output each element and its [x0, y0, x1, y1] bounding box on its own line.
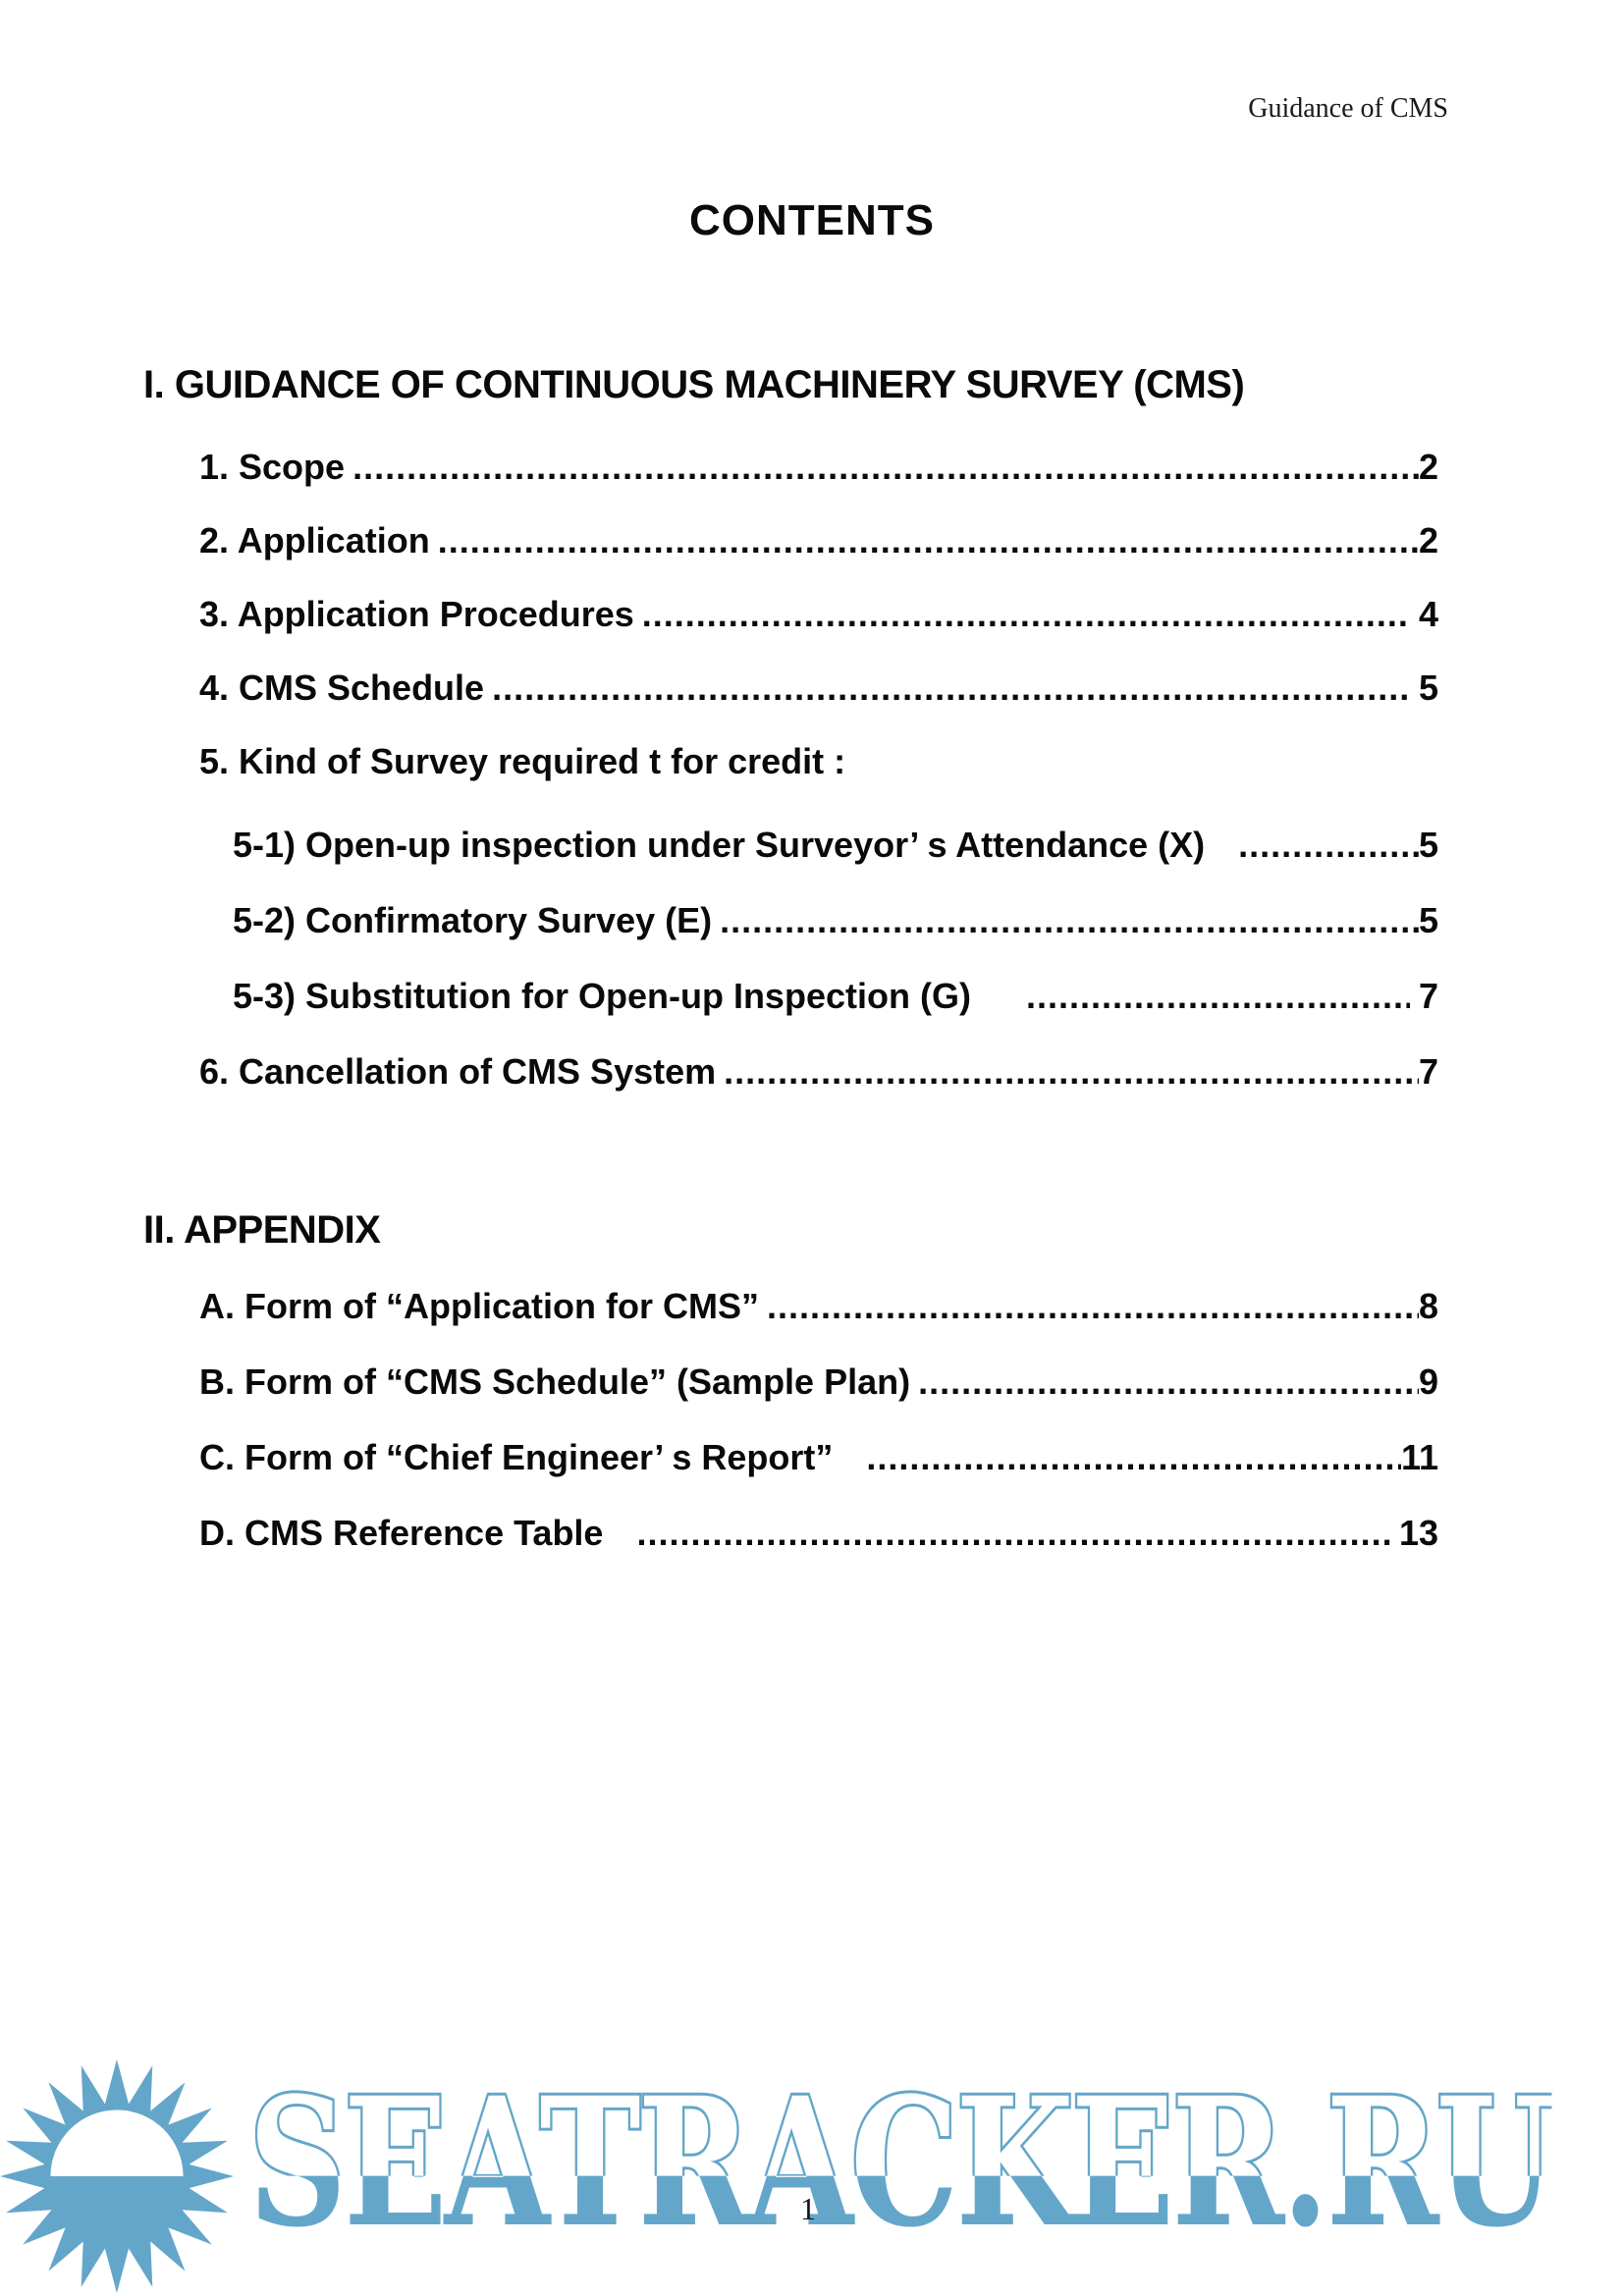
toc-row: B. Form of “CMS Schedule” (Sample Plan) … [199, 1362, 1438, 1403]
toc-label: 5. Kind of Survey required t for credit … [199, 741, 846, 781]
toc-page-ref: 7 [1418, 976, 1438, 1016]
toc-label: 5-3) Substitution for Open-up Inspection… [233, 976, 971, 1016]
toc-page-ref: 4 [1418, 594, 1438, 634]
running-header: Guidance of CMS [1248, 93, 1448, 124]
toc-row: 5-3) Substitution for Open-up Inspection… [233, 976, 1438, 1017]
toc-row: 2. Application 2 [199, 521, 1438, 561]
toc-row: C. Form of “Chief Engineer’ s Report” 11 [199, 1437, 1438, 1478]
toc-page-ref: 8 [1418, 1286, 1438, 1326]
toc-page-ref: 5 [1418, 667, 1438, 708]
toc-label: B. Form of “CMS Schedule” (Sample Plan) [199, 1362, 911, 1402]
dot-leader [833, 1438, 1401, 1477]
toc-row: 5. Kind of Survey required t for credit … [199, 742, 1438, 781]
watermark: SEATRACKER.RU SEATRACKER.RU [248, 2075, 1551, 2252]
dot-leader [712, 901, 1419, 940]
dot-leader [634, 595, 1410, 634]
dot-leader [759, 1287, 1419, 1326]
toc-label: 4. CMS Schedule [199, 667, 485, 708]
toc-page-ref: 7 [1418, 1051, 1438, 1092]
toc-label: 3. Application Procedures [199, 594, 634, 634]
toc-page-ref: 11 [1400, 1437, 1438, 1477]
toc-row: D. CMS Reference Table 13 [199, 1513, 1438, 1554]
dot-leader [345, 448, 1419, 487]
page-number: 1 [800, 2191, 816, 2226]
toc-page-ref: 2 [1418, 520, 1438, 561]
toc-row: 1. Scope 2 [199, 447, 1438, 488]
toc-row: 4. CMS Schedule 5 [199, 667, 1438, 709]
toc-page-ref: 5 [1418, 825, 1438, 865]
toc-label: 1. Scope [199, 447, 346, 487]
toc-label: 5-2) Confirmatory Survey (E) [233, 900, 713, 940]
toc-row: A. Form of “Application for CMS” 8 [199, 1286, 1438, 1327]
page-title: CONTENTS [689, 196, 935, 244]
toc-label: 5-1) Open-up inspection under Surveyor’ … [233, 825, 1206, 865]
toc-label: 6. Cancellation of CMS System [199, 1051, 717, 1092]
watermark-text: SEATRACKER.RU [248, 2059, 1552, 2267]
toc-page-ref: 13 [1398, 1513, 1438, 1553]
toc-page-ref: 2 [1418, 447, 1438, 487]
sun-rays-icon [0, 2059, 234, 2293]
dot-leader [1205, 826, 1419, 865]
section-heading-appendix: II. APPENDIX [143, 1208, 381, 1252]
dot-leader [603, 1514, 1390, 1553]
toc-row: 6. Cancellation of CMS System 7 [199, 1051, 1438, 1093]
toc-row: 5-1) Open-up inspection under Surveyor’ … [233, 825, 1438, 866]
dot-leader [716, 1052, 1419, 1092]
dot-leader [910, 1362, 1419, 1402]
toc-label: C. Form of “Chief Engineer’ s Report” [199, 1437, 834, 1477]
dot-leader [845, 742, 1438, 781]
watermark-text: SEATRACKER.RU [248, 2059, 1552, 2267]
dot-leader [430, 521, 1419, 561]
section-heading-guidance: I. GUIDANCE OF CONTINUOUS MACHINERY SURV… [143, 363, 1245, 406]
dot-leader [971, 977, 1410, 1016]
toc-page-ref: 9 [1418, 1362, 1438, 1402]
toc-label: D. CMS Reference Table [199, 1513, 604, 1553]
toc-label: 2. Application [199, 520, 430, 561]
toc-row: 5-2) Confirmatory Survey (E) 5 [233, 900, 1438, 941]
toc-row: 3. Application Procedures 4 [199, 594, 1438, 635]
dot-leader [484, 668, 1410, 708]
toc-label: A. Form of “Application for CMS” [199, 1286, 759, 1326]
toc-page-ref: 5 [1418, 900, 1438, 940]
